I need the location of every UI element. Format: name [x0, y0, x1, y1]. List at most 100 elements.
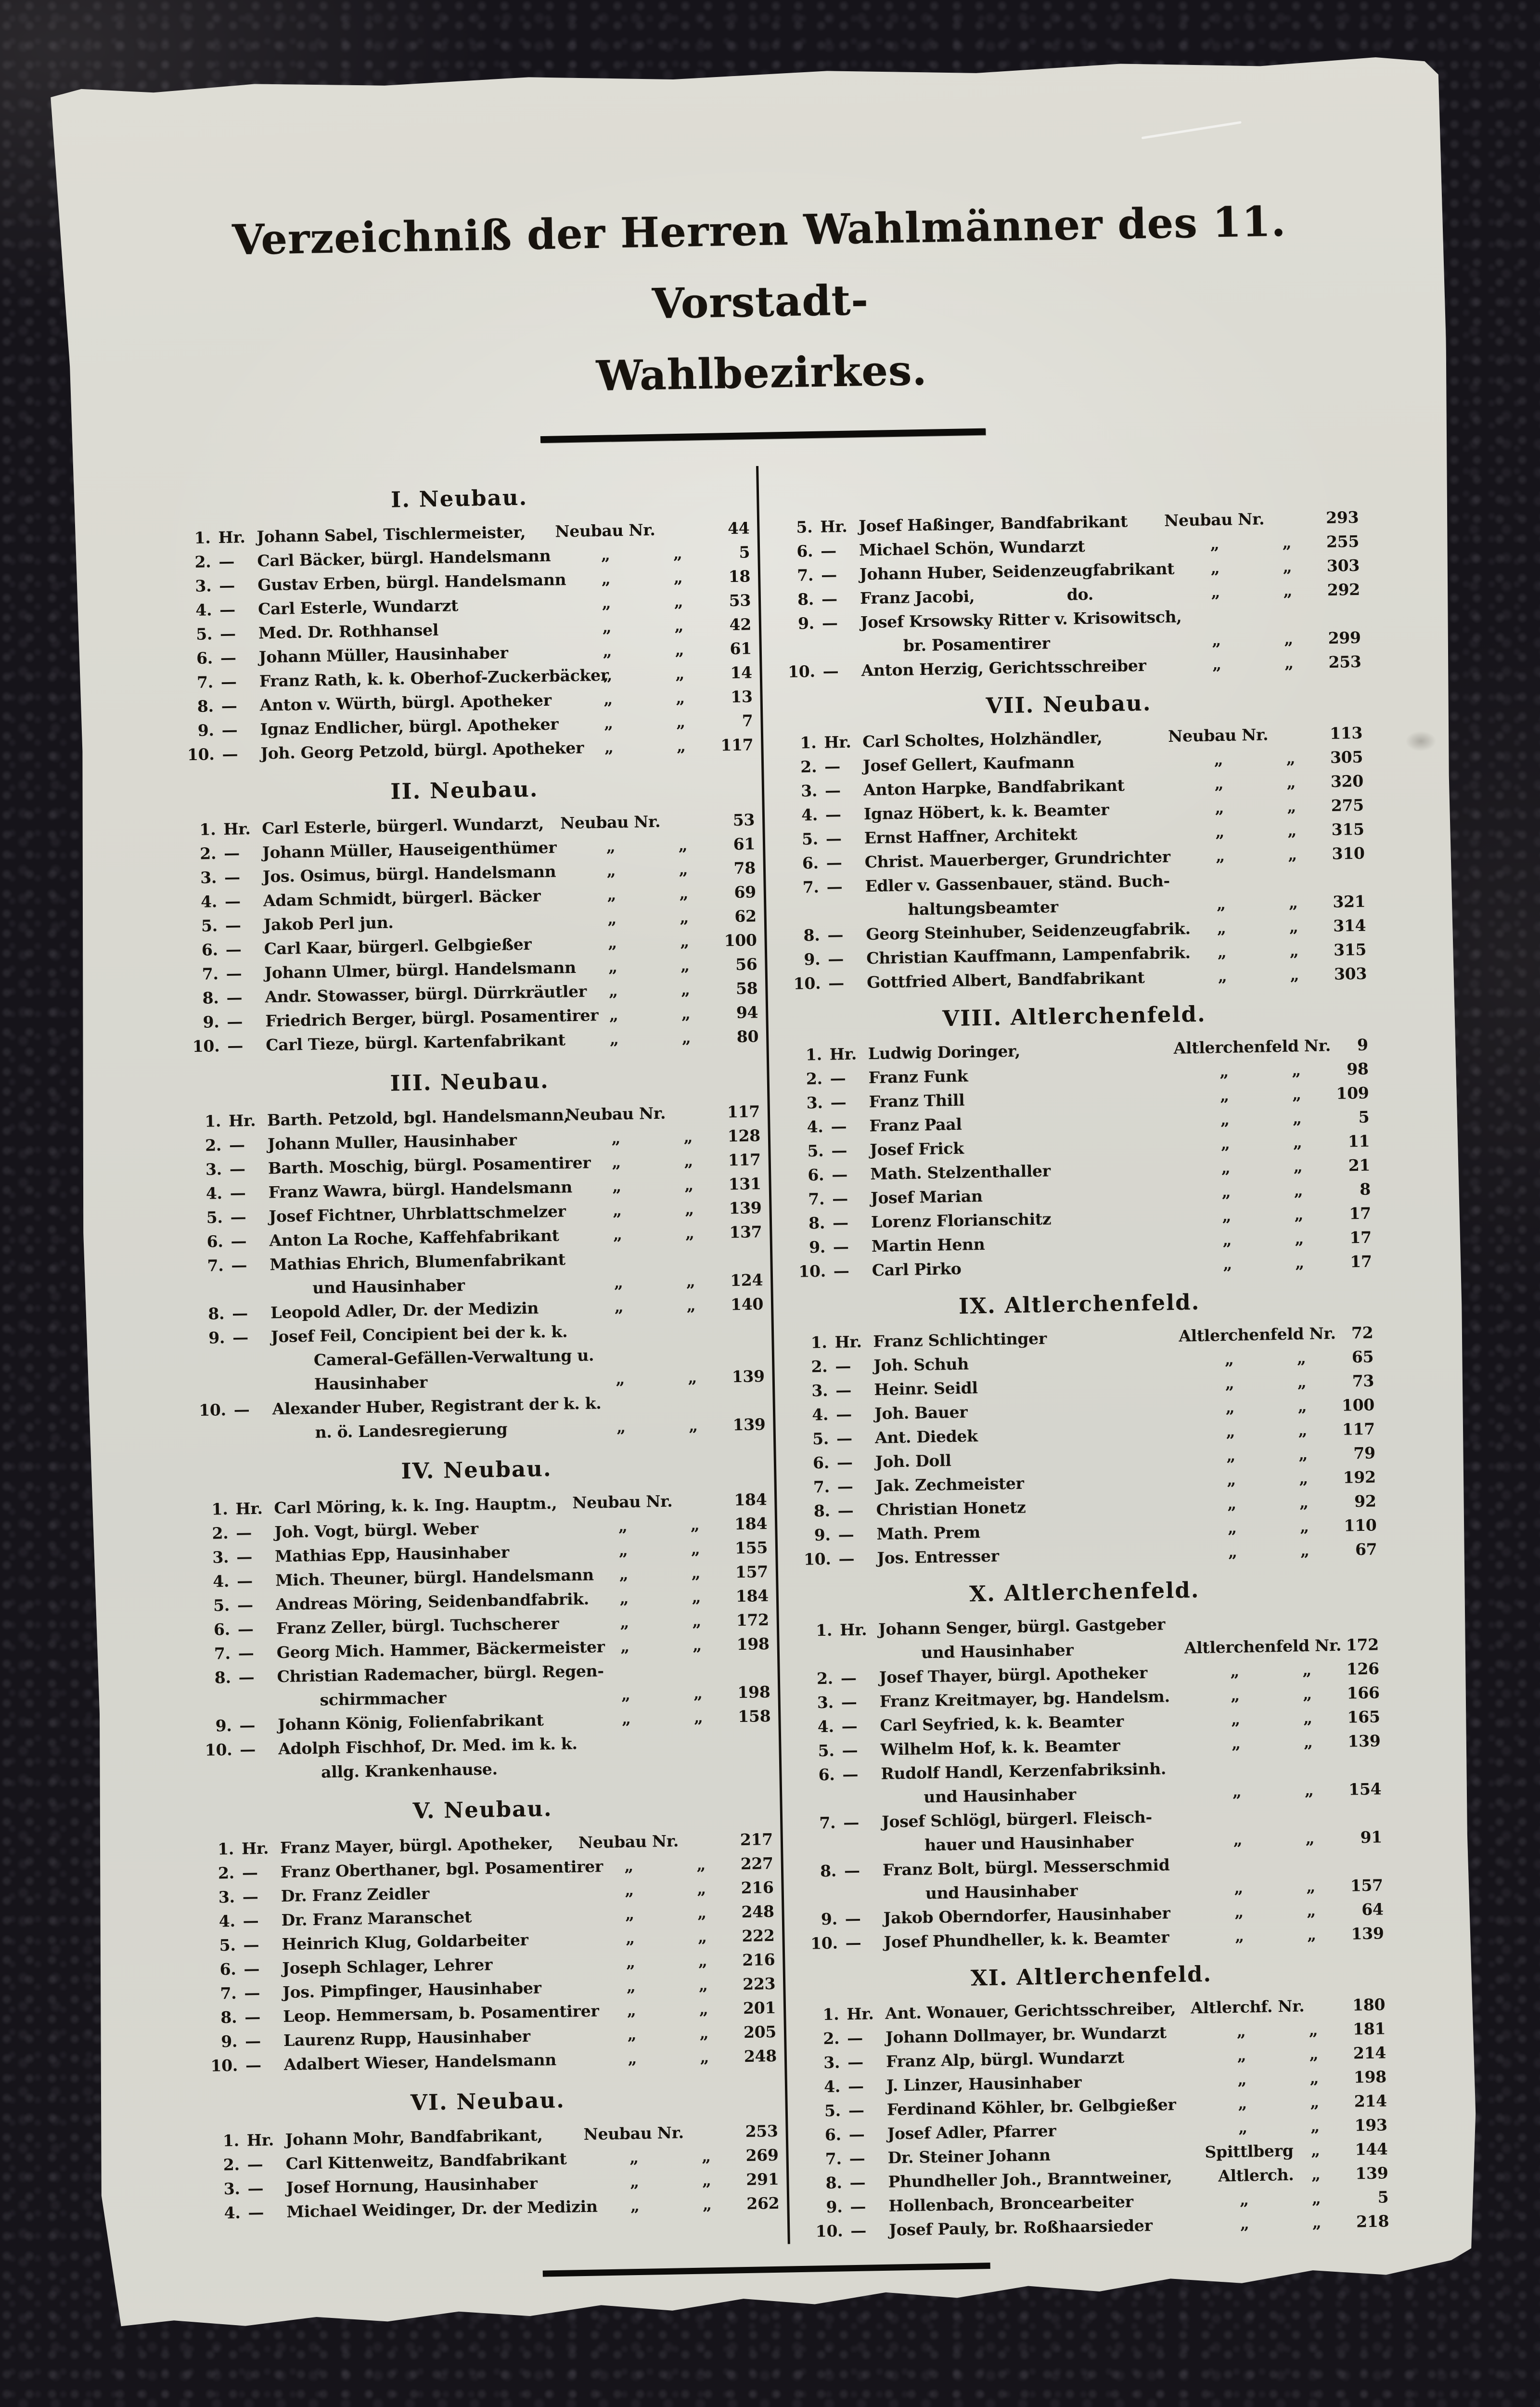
row-place-columns: „ „ [581, 1997, 726, 2023]
row-number: 10. [210, 2056, 238, 2075]
row-prefix: — [223, 843, 240, 863]
row-prefix: — [247, 2154, 263, 2174]
row-number [796, 1835, 836, 1860]
row-prefix: — [832, 1189, 848, 1208]
row-prefix: — [244, 1959, 260, 1979]
row-ditto: „ [680, 956, 690, 975]
row-place-columns: „ „ [571, 1413, 716, 1440]
row-place-columns: „ „ [579, 1876, 724, 1903]
row-prefix: — [832, 1213, 849, 1232]
row-number: 8. [797, 590, 814, 609]
row-house-number: 44 [727, 518, 750, 538]
row-number: 6. [824, 2125, 842, 2145]
row-number [186, 1422, 227, 1447]
row-place: „ [607, 933, 617, 952]
row-prefix: — [226, 964, 242, 983]
row-place [1188, 1851, 1288, 1877]
row-prefix: — [226, 988, 243, 1007]
row-prefix: — [231, 1231, 247, 1251]
row-number: 6. [201, 940, 218, 959]
row-prefix: — [847, 2052, 864, 2072]
row-name: und Hausinhaber [312, 1276, 465, 1297]
row-number: 6. [213, 1619, 231, 1639]
row-place: Neubau Nr. [555, 520, 655, 541]
row-prefix: — [821, 613, 838, 633]
row-place-columns: „ „ [1165, 555, 1310, 581]
row-place-columns: „ „ [1194, 2186, 1339, 2213]
row-place: „ [608, 957, 618, 976]
row-place: „ [604, 738, 614, 757]
row-name: Josef Frick [870, 1139, 964, 1160]
row-place: „ [1226, 1446, 1236, 1465]
row-prefix: — [243, 1911, 259, 1930]
row-ditto: „ [676, 736, 686, 756]
row-number: 9. [814, 1525, 831, 1545]
row-place: Altlerch. [1218, 2165, 1294, 2186]
row-ditto: „ [702, 2195, 712, 2214]
row-place: „ [1215, 822, 1225, 841]
row-number: 2. [200, 844, 217, 863]
row-prefix: Hr. [228, 1111, 256, 1130]
row-place: „ [629, 2172, 640, 2191]
row-place: Altlerchf. Nr. [1190, 1996, 1305, 2018]
row-prefix: — [221, 720, 238, 739]
row-number [192, 1762, 233, 1786]
row-prefix: — [225, 940, 242, 959]
row-name-cell: Carl Tieze, bürgl. Kartenfabrikant [266, 1028, 565, 1057]
row-place-columns: „ „ [1175, 1106, 1320, 1132]
row-prefix: — [849, 2148, 865, 2168]
row-place-columns: „ „ [574, 1609, 719, 1635]
row-name-cell: Josef Phundheller, k. k. Beamter [884, 1925, 1190, 1954]
row-ditto: „ [1290, 965, 1299, 984]
row-ditto: „ [1287, 821, 1297, 840]
row-number: 3. [811, 1381, 828, 1400]
section: III. Neubau. 1. Hr. Barth. Petzold, bgl. Ha… [180, 1066, 766, 1447]
row-prefix: Hr. [846, 2004, 874, 2024]
row-place: Neubau Nr. [578, 1831, 679, 1852]
row-ditto: „ [1312, 2213, 1322, 2232]
row-ditto: „ [698, 1975, 708, 1994]
row-place: „ [1212, 654, 1222, 674]
row-prefix: Hr. [829, 1044, 857, 1064]
row-name: Hausinhaber [314, 1372, 428, 1394]
row-place: „ [608, 981, 618, 1000]
row-house-number [714, 1340, 764, 1365]
row-prefix: — [244, 2007, 261, 2027]
row-place-columns: „ „ [582, 2021, 727, 2047]
paper-scratch [1142, 121, 1242, 139]
row-house-number: 205 [743, 2022, 777, 2042]
row-place: „ [1231, 1734, 1241, 1753]
row-number: 7. [196, 673, 214, 692]
row-ditto [679, 1828, 723, 1853]
row-prefix: — [231, 1255, 247, 1275]
row-place-columns: „ „ [1185, 1706, 1330, 1732]
row-ditto [670, 1389, 715, 1414]
row-place: „ [1211, 582, 1220, 602]
row-prefix: — [838, 1549, 855, 1568]
row-prefix [225, 1349, 272, 1374]
row-place: „ [626, 1977, 636, 1996]
row-name: Joh. Vogt, bürgl. Weber [274, 1519, 479, 1542]
row-place: „ [1215, 846, 1225, 866]
row-house-number: 137 [729, 1222, 762, 1242]
row-place-columns: „ „ [1174, 1058, 1319, 1084]
row-house-number: 14 [730, 663, 753, 683]
row-house-number: 65 [1351, 1347, 1374, 1367]
column-right: 5. Hr. Josef Haßinger, Bandfabrikant Neubau… [758, 455, 1389, 2244]
row-number: 5. [195, 624, 213, 644]
row-name: Dr. Franz Maranschet [281, 1907, 472, 1930]
row-prefix: — [231, 1304, 248, 1323]
row-place-columns: Altlerch. „ [1194, 2162, 1338, 2188]
row-house-number: 113 [1329, 723, 1363, 743]
row-ditto: „ [1283, 629, 1294, 648]
row-place: „ [603, 641, 612, 660]
row-place-columns: „ „ [563, 953, 707, 980]
row-name: Dr. Steiner Johann [887, 2145, 1051, 2167]
row-place: „ [601, 545, 610, 564]
row-place: Neubau Nr. [1164, 509, 1265, 531]
row-number: 6. [802, 853, 819, 873]
row-name: Carl Pirko [872, 1259, 962, 1280]
row-place: „ [612, 1201, 622, 1220]
row-place-columns: „ „ [1193, 2114, 1337, 2140]
row-house-number [721, 1752, 772, 1777]
